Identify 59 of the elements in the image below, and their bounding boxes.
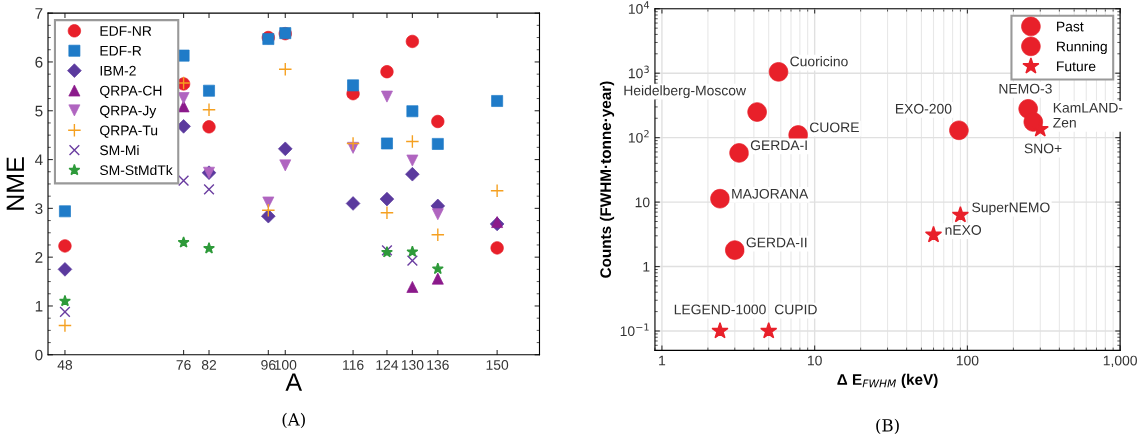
y-tick-label: 10$^{−1}$ [620,323,649,337]
annotation: Heidelberg-Moscow [624,85,747,99]
x-tick-label: 116 [343,360,364,370]
legend-label: IBM-2 [100,65,136,76]
y-tick-label: 5 [35,105,43,117]
legend-label: QRPA-Tu [100,125,158,138]
annotation: EXO-200 [895,103,952,114]
annotation: SNO+ [1024,143,1062,154]
y-tick-label: 7 [35,8,43,19]
legend-label: Future [1057,61,1096,72]
legend-label: SM-Mi [100,144,139,156]
y-tick-label: 1 [643,262,650,272]
annotation: CUORE [810,122,859,133]
legend-label: Past [1057,21,1084,32]
legend-label: EDF-R [100,46,142,56]
annotation: KamLAND- Zen [1053,102,1123,128]
x-axis-title: Δ E$_{FWHM}$ (keV) [837,373,938,389]
x-tick-label: 1,000 [1103,355,1137,368]
annotation: GERDA-II [746,237,807,248]
y-tick-label: 10$^{4}$ [628,1,650,14]
x-tick-label: 100 [274,360,297,370]
y-tick-label: 4 [35,154,43,166]
y-tick-label: 10 [635,197,650,208]
x-tick-label: 130 [401,360,424,370]
y-tick-label: 3 [35,203,43,215]
annotation: Cuoricino [790,56,848,67]
y-tick-label: 10$^{3}$ [628,65,649,79]
x-tick-label: 136 [427,360,449,370]
legend-label: EDF-NR [100,26,152,36]
x-tick-label: 96 [261,360,276,370]
annotation: NEMO-3 [999,83,1052,94]
y-tick-label: 10$^{2}$ [628,130,649,143]
text: (B) [876,418,899,434]
annotation: LEGEND-1000 [674,304,766,315]
x-axis-title: A [285,373,303,391]
x-tick-label: 124 [376,360,399,370]
x-tick-label: 48 [57,360,73,370]
x-tick-label: 1 [659,355,666,366]
y-axis-title: Counts (FWHM·tonne·year) [599,81,615,278]
x-tick-label: 76 [176,360,191,370]
x-tick-label: 150 [486,360,509,370]
y-tick-label: 0 [35,349,43,361]
legend-label: Running [1057,41,1107,55]
legend-label: SM-StMdTk [100,164,173,176]
x-tick-label: 82 [201,360,217,370]
annotation: MAJORANA [732,188,809,199]
y-tick-label: 6 [35,56,43,68]
legend-label: QRPA-CH [100,85,162,98]
y-tick-label: 1 [35,301,43,312]
legend-label: QRPA-Jy [100,105,157,119]
y-tick-label: 2 [35,252,43,263]
annotation: GERDA-I [750,140,807,151]
annotation: nEXO [945,225,982,235]
x-tick-label: 100 [956,355,979,366]
y-axis-title: NME [6,157,24,210]
annotation: CUPID [774,304,817,315]
annotation: SuperNEMO [972,202,1050,216]
x-tick-label: 10 [808,355,822,366]
text: (A) [282,412,305,429]
